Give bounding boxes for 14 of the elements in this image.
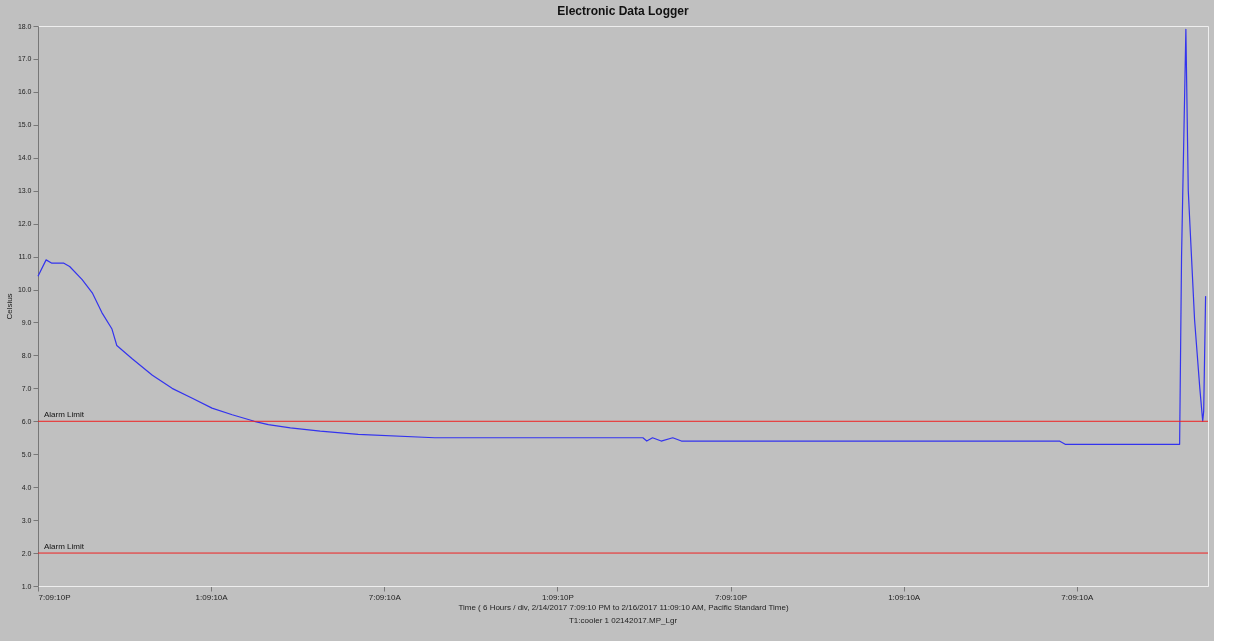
x-tick-label: 1:09:10P [541, 592, 574, 602]
x-tick-label: 7:09:10A [1061, 592, 1094, 602]
y-axis-title: Celsius [4, 293, 14, 320]
x-tick-label: 7:09:10P [38, 592, 71, 602]
chart-title: Electronic Data Logger [557, 4, 689, 18]
text: T1:cooler 1 02142017.MP_Lgr [568, 616, 678, 625]
x-tick-label: 1:09:10A [888, 592, 921, 602]
line-series [37, 28, 1207, 445]
x-tick-label: 1:09:10A [195, 592, 229, 602]
x-axis-title: Time ( 6 Hours / div, 2/14/2017 7:09:10 PM to 2/16/2017 11:09:10 AM, Pacific Standard Time) [458, 602, 789, 612]
x-tick-label: 7:09:10P [715, 592, 748, 602]
ref-line-label: Alarm Limit [44, 542, 85, 552]
ref-line-label: Alarm Limit [44, 410, 85, 420]
x-tick-label: 7:09:10A [368, 592, 402, 602]
